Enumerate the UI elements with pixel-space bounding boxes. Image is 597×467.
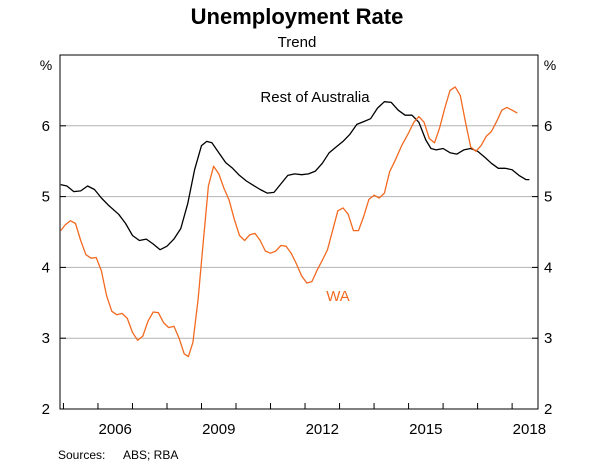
y-tick-label-left-5: 5 [42,189,50,206]
y-tick-label-right-4: 4 [544,259,552,276]
y-tick-label-right-5: 5 [544,189,552,206]
x-tick-label-2018: 2018 [513,421,546,438]
series-line-wa [60,86,518,358]
chart-subtitle: Trend [278,34,317,51]
series-layer [60,86,530,358]
y-tick-label-left-4: 4 [42,259,50,276]
series-line-rest-of-australia [60,101,530,251]
y-unit-right: % [544,57,556,73]
plot-frame [59,54,539,410]
series-label-rest-of-australia: Rest of Australia [260,89,370,106]
x-axis: 2006 2009 2012 2015 2018 [62,403,546,438]
gridlines [60,125,538,339]
y-tick-label-right-6: 6 [544,118,552,135]
y-axis-left: 2 3 4 5 6 [42,118,66,418]
x-tick-label-2009: 2009 [202,421,235,438]
y-unit-left: % [40,57,52,73]
y-tick-label-right-3: 3 [544,330,552,347]
series-label-wa: WA [326,288,350,305]
x-tick-label-2012: 2012 [306,421,339,438]
sources-label: Sources: [58,448,105,462]
sources-text: ABS; RBA [123,448,178,462]
y-tick-label-right-2: 2 [544,401,552,418]
x-tick-label-2015: 2015 [409,421,442,438]
chart-title: Unemployment Rate [191,4,404,29]
y-axis-right: 2 3 4 5 6 [532,118,552,418]
y-tick-label-left-3: 3 [42,330,50,347]
y-tick-label-left-2: 2 [42,401,50,418]
x-tick-label-2006: 2006 [99,421,132,438]
y-tick-label-left-6: 6 [42,118,50,135]
